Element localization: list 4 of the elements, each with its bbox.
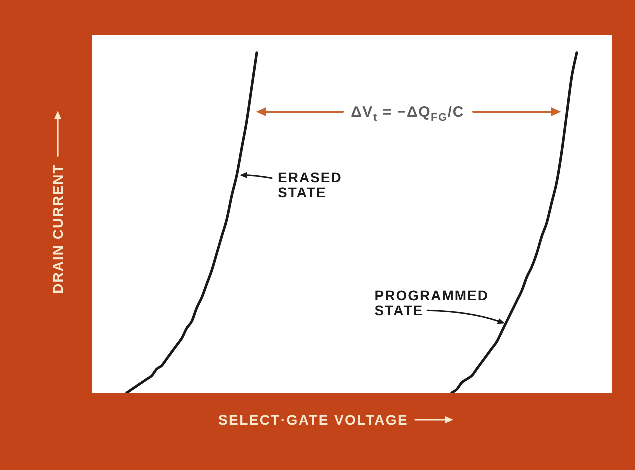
legend-label: ERASED STATE <box>278 169 342 200</box>
x-axis-title: SELECT·GATE VOLTAGE <box>218 412 409 428</box>
y-axis-title: DRAIN CURRENT <box>50 164 66 294</box>
series-label: PROGRAMMED STATE <box>374 288 490 319</box>
